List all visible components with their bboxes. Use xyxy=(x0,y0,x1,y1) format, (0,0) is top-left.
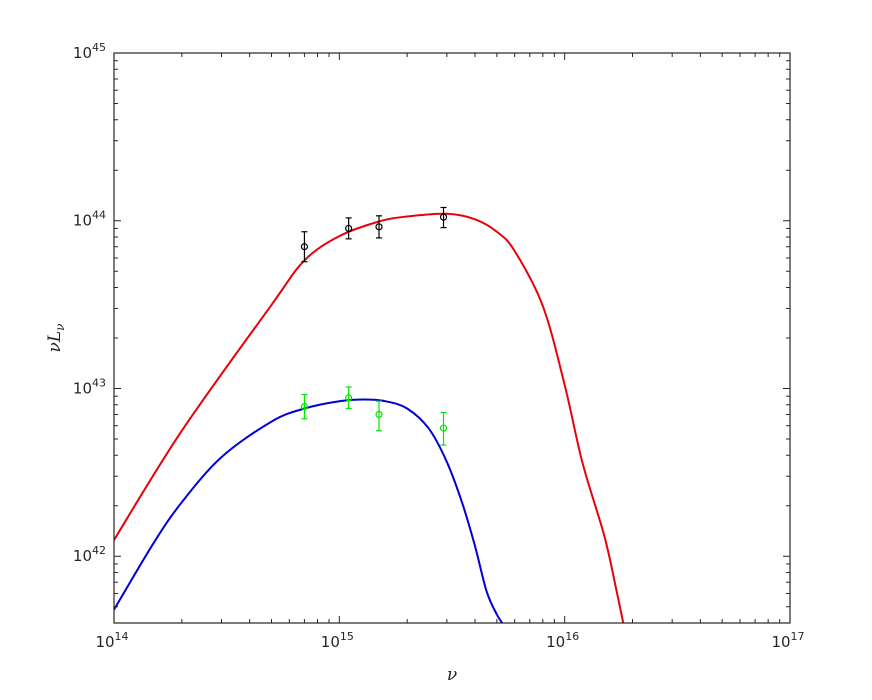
data-marker xyxy=(300,402,309,411)
tick-exponent: 43 xyxy=(92,376,106,389)
tick-base: 10 xyxy=(95,633,114,651)
x-tick-label-1: 1014 xyxy=(95,630,128,651)
axis-ticks xyxy=(113,52,791,624)
y-axis-label-subscript: ν xyxy=(53,324,67,331)
x-tick-label-4: 1017 xyxy=(771,630,804,651)
data-marker xyxy=(375,410,383,419)
data-point-2-2 xyxy=(345,386,353,410)
data-point-1-4 xyxy=(439,206,448,229)
data-marker xyxy=(345,224,353,233)
data-marker xyxy=(375,223,383,231)
x-axis-label: ν xyxy=(447,665,457,685)
y-axis-label: νLν xyxy=(45,324,67,353)
tick-base: 10 xyxy=(73,212,92,230)
data-point-2-3 xyxy=(375,400,383,432)
tick-exponent: 45 xyxy=(92,41,106,54)
data-point-1-1 xyxy=(300,231,309,263)
plot-errorbars xyxy=(300,206,448,446)
data-marker xyxy=(439,424,448,432)
tick-exponent: 44 xyxy=(92,209,106,222)
y-axis-label-main: νL xyxy=(45,331,65,353)
y-tick-label-1: 1042 xyxy=(73,544,106,565)
tick-base: 10 xyxy=(321,633,340,651)
plot-curves xyxy=(114,212,625,623)
tick-exponent: 15 xyxy=(340,630,354,643)
data-point-1-3 xyxy=(375,215,383,239)
data-point-2-1 xyxy=(300,393,309,420)
tick-base: 10 xyxy=(546,633,565,651)
data-marker xyxy=(345,394,353,402)
tick-base: 10 xyxy=(73,379,92,397)
tick-base: 10 xyxy=(771,633,790,651)
tick-base: 10 xyxy=(73,44,92,62)
y-tick-label-4: 1045 xyxy=(73,41,106,62)
tick-exponent: 42 xyxy=(92,544,106,557)
y-tick-label-3: 1044 xyxy=(73,209,106,230)
tick-exponent: 17 xyxy=(791,630,805,643)
data-point-2-4 xyxy=(439,411,448,446)
series-line-2 xyxy=(114,398,504,623)
data-marker xyxy=(439,213,448,221)
tick-base: 10 xyxy=(73,547,92,565)
x-tick-label-3: 1016 xyxy=(546,630,579,651)
data-point-1-2 xyxy=(345,217,353,240)
y-tick-label-2: 1043 xyxy=(73,376,106,397)
data-marker xyxy=(300,243,309,251)
x-tick-label-2: 1015 xyxy=(321,630,354,651)
series-line-1 xyxy=(114,212,625,623)
tick-exponent: 16 xyxy=(565,630,579,643)
tick-exponent: 14 xyxy=(115,630,129,643)
